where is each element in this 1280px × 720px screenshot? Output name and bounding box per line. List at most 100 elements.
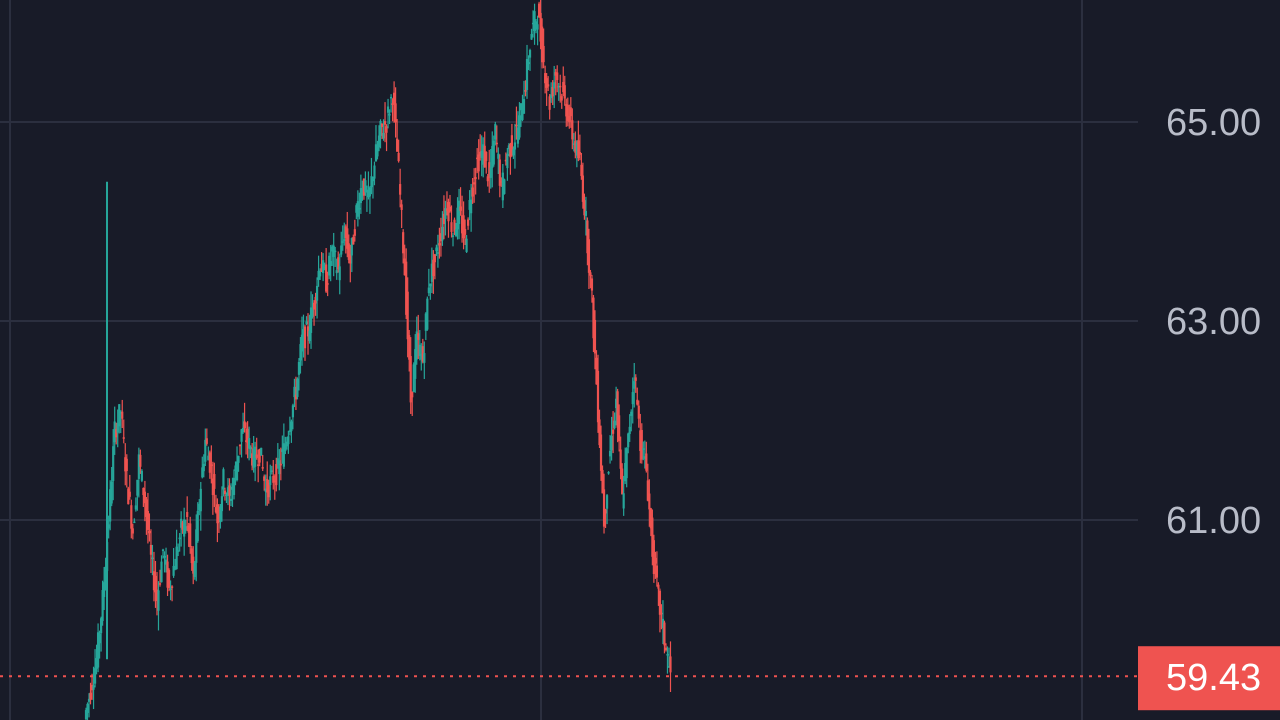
candle-body [272, 475, 275, 483]
candle-body [646, 480, 649, 501]
candle-body [118, 404, 121, 427]
candle-body [294, 394, 298, 400]
candle-body [285, 441, 288, 447]
candle-body [485, 151, 488, 161]
candle-body [563, 85, 566, 99]
candle-body [528, 50, 532, 58]
candle-body [232, 477, 236, 495]
candle-body [654, 557, 657, 564]
candle-body [494, 124, 497, 140]
candle-body [383, 121, 387, 125]
candle-body [536, 24, 539, 30]
candle-body [189, 523, 192, 548]
candle-body [112, 446, 115, 481]
candle-body [424, 313, 427, 331]
candle-body [578, 151, 581, 155]
candle-body [541, 26, 544, 63]
last-price-badge-bg [1138, 646, 1280, 711]
candle-body [122, 437, 125, 439]
candle-body [169, 588, 172, 591]
candle-body [276, 458, 279, 465]
candle-body [447, 202, 450, 222]
candle-body [642, 448, 645, 450]
candle-body [605, 495, 609, 509]
candle-body [421, 346, 424, 362]
candle-body [107, 524, 110, 529]
candle-body [364, 180, 367, 193]
candle-body [542, 45, 545, 63]
candle-body [358, 207, 361, 210]
candle-body [405, 261, 408, 315]
candle-body [400, 204, 403, 210]
candle-body [506, 153, 509, 169]
candle-body [306, 326, 310, 337]
candle-body [519, 103, 523, 111]
candle-body [235, 461, 239, 481]
candle-body [622, 493, 625, 509]
candle-body [566, 105, 569, 122]
candle-body [534, 21, 538, 25]
candle-body [269, 476, 272, 486]
candle-body [616, 391, 619, 428]
candle-body [607, 472, 610, 474]
candle-body [328, 255, 331, 276]
candle-body [610, 435, 613, 451]
candle-body [411, 391, 414, 398]
candle-body [145, 499, 148, 517]
candle-body [199, 488, 202, 512]
candle-body [300, 334, 304, 352]
candle-body [482, 144, 485, 165]
candle-body [480, 150, 483, 158]
candle-body [95, 658, 98, 669]
candle-body [630, 411, 633, 416]
candle-body [367, 189, 370, 198]
candle-body [355, 205, 358, 213]
candle-body [651, 517, 654, 557]
candle-body [322, 260, 325, 274]
candle-body [457, 200, 461, 224]
candle-body [476, 157, 479, 160]
candle-body [208, 452, 211, 473]
candle-body [84, 710, 88, 720]
candle-body [89, 692, 92, 700]
candle-body [491, 146, 494, 168]
candle-body [127, 488, 130, 505]
candle-body [297, 361, 301, 375]
candle-body [619, 449, 622, 469]
candle-body [640, 430, 643, 460]
candle-body [450, 222, 453, 232]
candle-body [596, 370, 600, 423]
candle-body [430, 263, 433, 282]
candle-body [100, 618, 103, 634]
candle-body [149, 544, 153, 555]
candle-body [666, 654, 669, 656]
candle-body [631, 392, 634, 405]
candle-body [347, 243, 350, 260]
candle-body [634, 377, 637, 381]
candle-body [341, 241, 344, 243]
candle-body [237, 455, 240, 463]
candle-body [264, 488, 267, 492]
candle-body [361, 188, 364, 196]
candle-body [166, 561, 169, 588]
candle-body [474, 177, 477, 180]
candle-body [442, 213, 446, 225]
candle-body [255, 454, 258, 458]
candle-body [154, 575, 157, 593]
candle-body [633, 381, 636, 389]
candle-body [580, 164, 583, 176]
candle-body [510, 135, 514, 153]
candle-body [308, 330, 311, 341]
candle-body [254, 446, 257, 467]
candle-body [288, 430, 291, 432]
candle-body [371, 178, 375, 182]
candle-body [214, 507, 217, 513]
candle-body [467, 219, 470, 226]
candle-body [202, 463, 205, 472]
candle-body [386, 106, 390, 113]
candle-body [93, 668, 97, 684]
candle-body [503, 179, 506, 194]
candle-body [396, 138, 399, 152]
candle-body [343, 239, 346, 241]
